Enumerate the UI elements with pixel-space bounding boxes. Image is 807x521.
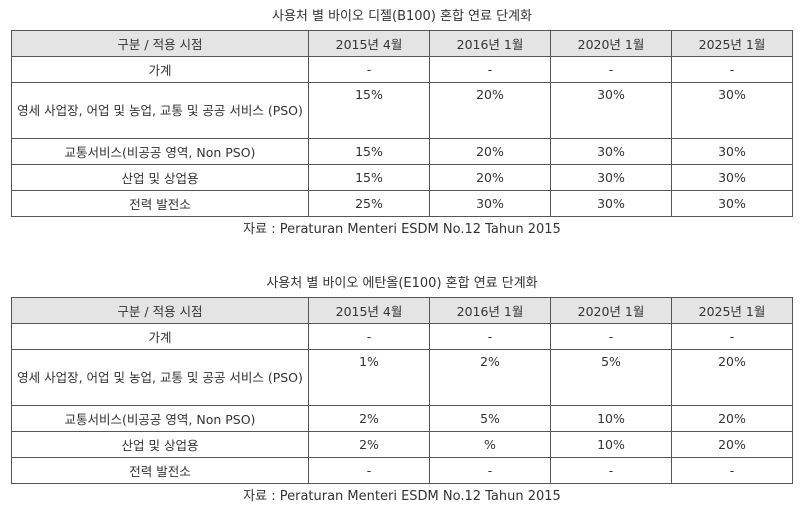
cell-value: 20% [671, 349, 793, 406]
header-category: 구분 / 적용 시점 [11, 297, 309, 324]
row-label: 영세 사업장, 어업 및 농업, 교통 및 공공 서비스 (PSO) [11, 82, 309, 139]
cell-value: % [429, 431, 551, 458]
cell-value: - [550, 56, 672, 83]
bioethanol-table: 구분 / 적용 시점 2015년 4월 2016년 1월 2020년 1월 20… [11, 297, 793, 484]
table-row: 교통서비스(비공공 영역, Non PSO) 15% 20% 30% 30% [11, 138, 793, 165]
cell-value: 20% [671, 405, 793, 432]
cell-value: 30% [550, 164, 672, 191]
cell-value: - [308, 56, 430, 83]
row-label: 교통서비스(비공공 영역, Non PSO) [11, 138, 309, 165]
cell-value: 30% [429, 190, 551, 217]
cell-value: 10% [550, 405, 672, 432]
table-row: 산업 및 상업용 2% % 10% 20% [11, 431, 793, 458]
header-2025-01: 2025년 1월 [671, 297, 793, 324]
cell-value: 15% [308, 82, 430, 139]
cell-value: 2% [308, 405, 430, 432]
table-header-row: 구분 / 적용 시점 2015년 4월 2016년 1월 2020년 1월 20… [11, 297, 793, 324]
table-caption: 사용처 별 바이오 디젤(B100) 혼합 연료 단계화 [271, 9, 533, 24]
cell-value: 20% [429, 82, 551, 139]
header-category: 구분 / 적용 시점 [11, 30, 309, 57]
cell-value: - [671, 56, 793, 83]
header-2020-01: 2020년 1월 [550, 297, 672, 324]
cell-value: - [671, 457, 793, 484]
cell-value: - [429, 457, 551, 484]
cell-value: 30% [671, 82, 793, 139]
table-row: 가계 - - - - [11, 56, 793, 83]
cell-value: 15% [308, 164, 430, 191]
cell-value: - [671, 323, 793, 350]
header-2015-04: 2015년 4월 [308, 297, 430, 324]
row-label: 영세 사업장, 어업 및 농업, 교통 및 공공 서비스 (PSO) [11, 349, 309, 406]
row-label: 가계 [11, 56, 309, 83]
table-row: 산업 및 상업용 15% 20% 30% 30% [11, 164, 793, 191]
cell-value: 5% [550, 349, 672, 406]
table-header-row: 구분 / 적용 시점 2015년 4월 2016년 1월 2020년 1월 20… [11, 30, 793, 57]
cell-value: 15% [308, 138, 430, 165]
table-caption: 사용처 별 바이오 에탄올(E100) 혼합 연료 단계화 [266, 276, 538, 291]
cell-value: - [550, 323, 672, 350]
header-2025-01: 2025년 1월 [671, 30, 793, 57]
table-source: 자료 : Peraturan Menteri ESDM No.12 Tahun … [243, 222, 561, 237]
header-2016-01: 2016년 1월 [429, 30, 551, 57]
cell-value: 30% [671, 138, 793, 165]
table-row: 교통서비스(비공공 영역, Non PSO) 2% 5% 10% 20% [11, 405, 793, 432]
row-label: 가계 [11, 323, 309, 350]
row-label: 전력 발전소 [11, 457, 309, 484]
cell-value: - [429, 56, 551, 83]
cell-value: 20% [671, 431, 793, 458]
cell-value: 20% [429, 164, 551, 191]
row-label: 전력 발전소 [11, 190, 309, 217]
row-label: 교통서비스(비공공 영역, Non PSO) [11, 405, 309, 432]
header-2016-01: 2016년 1월 [429, 297, 551, 324]
header-2015-04: 2015년 4월 [308, 30, 430, 57]
cell-value: - [308, 457, 430, 484]
cell-value: 30% [671, 190, 793, 217]
bioethanol-table-block: 사용처 별 바이오 에탄올(E100) 혼합 연료 단계화 구분 / 적용 시점… [11, 273, 793, 508]
cell-value: 25% [308, 190, 430, 217]
cell-value: 30% [550, 82, 672, 139]
cell-value: - [550, 457, 672, 484]
table-row: 영세 사업장, 어업 및 농업, 교통 및 공공 서비스 (PSO) 15% 2… [11, 82, 793, 139]
cell-value: 1% [308, 349, 430, 406]
cell-value: 30% [550, 138, 672, 165]
row-label: 산업 및 상업용 [11, 164, 309, 191]
cell-value: 20% [429, 138, 551, 165]
table-row: 영세 사업장, 어업 및 농업, 교통 및 공공 서비스 (PSO) 1% 2%… [11, 349, 793, 406]
table-row: 전력 발전소 - - - - [11, 457, 793, 484]
biodiesel-table: 구분 / 적용 시점 2015년 4월 2016년 1월 2020년 1월 20… [11, 30, 793, 217]
cell-value: 10% [550, 431, 672, 458]
cell-value: 2% [429, 349, 551, 406]
cell-value: 30% [550, 190, 672, 217]
cell-value: - [308, 323, 430, 350]
table-row: 가계 - - - - [11, 323, 793, 350]
table-row: 전력 발전소 25% 30% 30% 30% [11, 190, 793, 217]
cell-value: 2% [308, 431, 430, 458]
table-source: 자료 : Peraturan Menteri ESDM No.12 Tahun … [243, 489, 561, 504]
cell-value: 5% [429, 405, 551, 432]
row-label: 산업 및 상업용 [11, 431, 309, 458]
cell-value: 30% [671, 164, 793, 191]
biodiesel-table-block: 사용처 별 바이오 디젤(B100) 혼합 연료 단계화 구분 / 적용 시점 … [11, 6, 793, 241]
cell-value: - [429, 323, 551, 350]
header-2020-01: 2020년 1월 [550, 30, 672, 57]
